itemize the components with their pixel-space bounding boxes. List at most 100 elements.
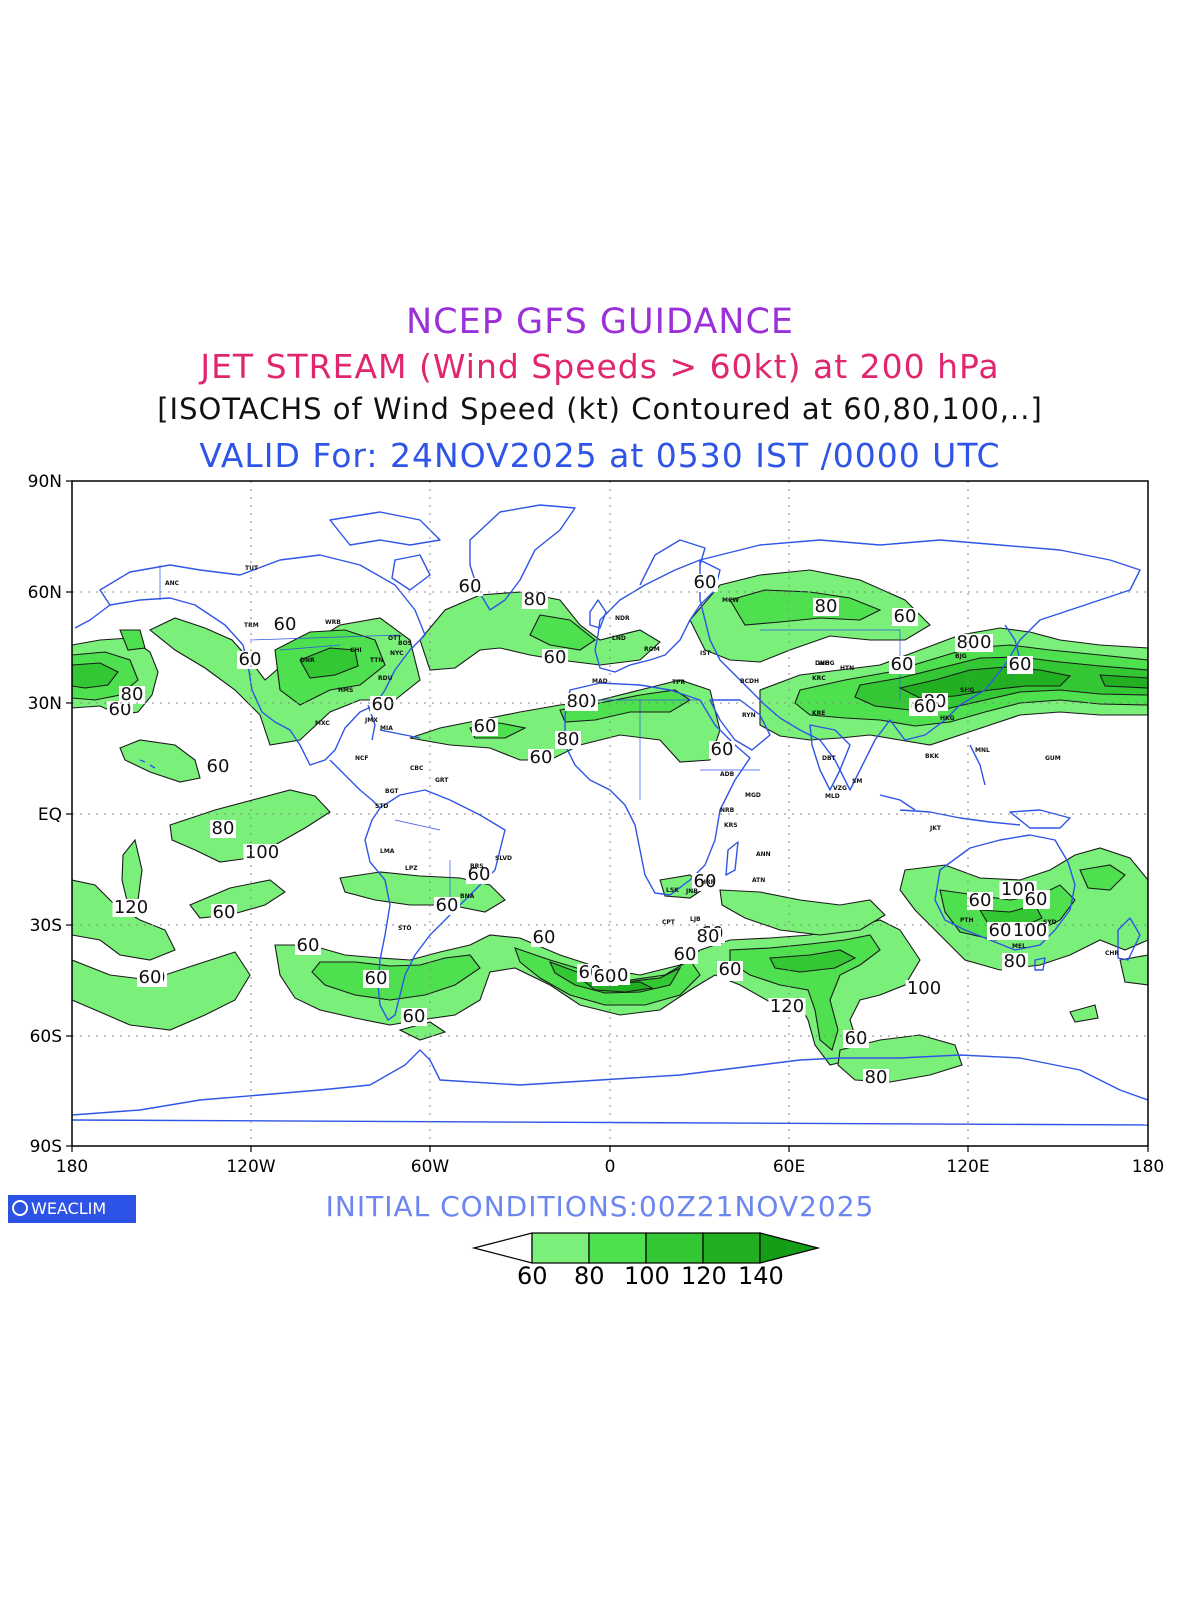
lon-label-60w: 60W [411,1157,450,1177]
title-valid-time: VALID For: 24NOV2025 at 0530 IST /0000 U… [199,436,1001,475]
station-label: TTN [370,657,383,664]
station-label: MXC [315,720,330,727]
station-label: JKT [929,825,942,832]
contour-label: 60 [207,756,230,777]
contour-label-bg [237,651,263,669]
station-label: TUT [245,565,259,572]
station-label: GUM [1045,755,1061,762]
contour-label: 80 [557,729,580,750]
station-label: BJG [955,653,967,660]
lat-label-90s: 90S [30,1137,62,1157]
legend-swatch-80-100 [588,1232,647,1264]
lat-label-60n: 60N [28,583,62,603]
station-label: BOS [398,640,412,647]
contour-label: 120 [770,996,804,1017]
legend-label-80: 80 [574,1262,605,1290]
contour-label-bg [112,899,150,917]
station-label: SLVD [495,855,512,862]
contour-label-bg [912,698,938,716]
station-label: CBC [410,765,424,772]
title-field: JET STREAM (Wind Speeds > 60kt) at 200 h… [200,347,1000,386]
contour-label: 60 [674,944,697,965]
contour-label: 80 [121,684,144,705]
station-label: RYN [742,712,756,719]
station-label: VZG [833,785,847,792]
station-label: OTT [388,635,402,642]
contour-label-bg [542,649,568,667]
station-label: BGT [385,788,399,795]
station-label: MLD [825,793,840,800]
contour-label-bg [401,1008,427,1026]
station-label: DHB [815,660,830,667]
station-label: JNB [685,888,698,895]
station-label: NRB [720,807,735,814]
contour-label-bg [1011,922,1049,940]
contour-label-bg [434,897,460,915]
station-label: MGD [745,792,761,799]
map-content: 6060806060608060606060806060806060606080… [72,481,1148,1146]
station-label: HKG [940,715,955,722]
contour-label-bg [272,616,298,634]
contour-label: 100 [907,978,941,999]
station-label: WHG [818,660,835,667]
lat-label-eq: EQ [38,805,62,825]
contour-label-bg [457,578,483,596]
contour-label: 80 [1004,951,1027,972]
station-label: MCW [722,597,739,604]
contour-label-bg [370,696,396,714]
contour-label-bg [466,866,492,884]
contour-label-bg [1023,891,1049,909]
station-label: NCF [355,755,369,762]
isotach-labels: 6060806060608060606060806060806060606080… [107,572,1050,1088]
contour-label-bg [863,1069,889,1087]
contour-label: 80 [697,926,720,947]
contour-label-bg [717,961,743,979]
contour-label-bg [472,718,498,736]
station-label: NDR [615,615,630,622]
lon-label-180w: 180 [56,1157,88,1177]
station-label: ATN [752,877,765,884]
station-label: NYC [390,650,404,657]
contour-label-bg [905,980,943,998]
contour-label: 60 [914,696,937,717]
contour-label-bg [555,731,581,749]
contour-label-bg [119,686,145,704]
contour-label-bg [709,741,735,759]
contour-label: 80 [865,1067,888,1088]
lat-label-30n: 30N [28,694,62,714]
station-label: LND [612,635,626,642]
contour-label: 60 [969,890,992,911]
station-label: MNL [975,747,990,754]
station-markers: ANCTUTTRMDNRWRBCHITTNOTTNYCBOSRDUHMSJMXM… [165,565,1119,957]
contour-label: 60 [891,654,914,675]
lon-label-120e: 120E [946,1157,989,1177]
legend-swatch-60-80 [531,1232,590,1264]
contour-label: 60 [109,699,132,720]
contour-label: 100 [245,842,279,863]
title-isotachs: [ISOTACHS of Wind Speed (kt) Contoured a… [157,392,1043,426]
station-label: BKK [925,753,939,760]
contour-label: 60 [533,927,556,948]
contour-label-bg [695,928,721,946]
contour-label: 60 [239,649,262,670]
contour-label-bg [592,968,618,986]
logo-text: WEACLIM [31,1199,107,1218]
contour-label-bg [813,598,839,616]
station-label: WRB [325,619,341,626]
station-label: BCDH [740,678,759,685]
station-label: LSK [666,887,679,894]
contour-label: 60 [372,694,395,715]
initial-conditions: INITIAL CONDITIONS:00Z21NOV2025 [325,1190,875,1223]
contour-label: 60 [719,959,742,980]
contour-label: 60 [436,895,459,916]
station-label: CPT [662,919,676,926]
contour-label-bg [692,873,718,891]
station-label: LPZ [405,865,418,872]
station-label: KRC [812,675,826,682]
contour-label: 60 [594,966,617,987]
contour-label-bg [565,693,591,711]
contour-label-bg [1007,656,1033,674]
station-label: DBT [822,755,837,762]
lon-label-180e: 180 [1132,1157,1164,1177]
